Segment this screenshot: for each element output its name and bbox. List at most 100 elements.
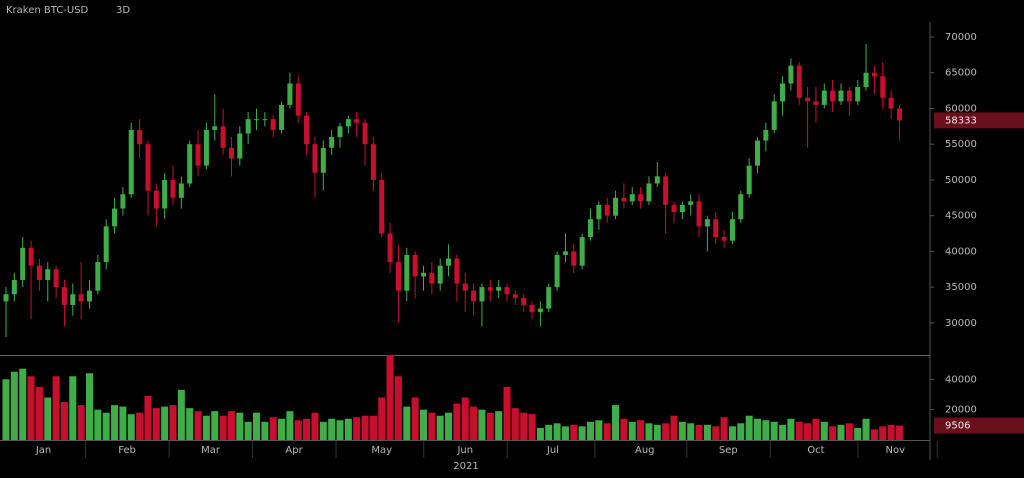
volume-bar	[269, 417, 277, 440]
volume-bar	[703, 424, 711, 440]
volume-bar	[102, 412, 110, 440]
y-tick-label: 55000	[945, 139, 977, 150]
volume-bar	[804, 423, 812, 440]
candle-body	[228, 147, 234, 159]
candle-body	[337, 126, 343, 138]
candle-body	[128, 129, 134, 195]
volume-bar	[311, 412, 319, 440]
volume-bar	[587, 421, 594, 440]
candle-body	[896, 108, 902, 121]
volume-bar	[503, 386, 511, 440]
candle-body	[554, 254, 560, 288]
candle-body	[813, 101, 819, 105]
candle-body	[220, 126, 226, 148]
volume-bar	[86, 373, 93, 440]
candle-body	[120, 194, 126, 209]
volume-bar	[862, 418, 870, 440]
volume-bar	[737, 423, 745, 440]
candle-body	[112, 208, 118, 227]
x-tick-label: Jun	[456, 445, 473, 456]
volume-bar	[69, 376, 77, 440]
volume-bar	[578, 426, 586, 440]
x-tick-label: Sep	[719, 445, 738, 456]
candle-body	[245, 119, 251, 134]
candle-body	[28, 247, 34, 266]
candle-body	[738, 194, 744, 220]
candle-body	[871, 72, 877, 77]
y-tick-label: 45000	[945, 211, 977, 222]
volume-bar	[136, 412, 144, 440]
volume-bar	[127, 414, 135, 440]
candle-body	[654, 176, 660, 184]
volume-bar	[244, 421, 252, 440]
volume-bar	[119, 406, 127, 440]
volume-bar	[511, 408, 519, 440]
candle-body	[237, 133, 243, 159]
candle-body	[471, 290, 477, 302]
volume-bar	[762, 420, 770, 440]
volume-bar	[436, 415, 444, 440]
volume-bar	[754, 418, 761, 440]
candle-body	[36, 265, 42, 280]
volume-bar	[486, 412, 494, 440]
candle-body	[170, 179, 176, 198]
candle-body	[596, 204, 602, 220]
candle-body	[320, 147, 326, 173]
volume-bar	[628, 421, 636, 440]
volume-bar	[787, 418, 795, 440]
volume-bar	[227, 411, 235, 440]
volume-bar	[152, 408, 160, 440]
candle-body	[446, 258, 452, 266]
volume-bar	[545, 424, 553, 440]
year-label: 2021	[453, 461, 478, 472]
candle-body	[771, 101, 777, 130]
candle-body	[137, 129, 143, 145]
candle-body	[679, 204, 685, 213]
candle-body	[178, 183, 184, 198]
candle-body	[195, 144, 201, 166]
volume-bar	[219, 415, 227, 440]
candle-body	[45, 269, 51, 280]
volume-bar	[620, 418, 628, 440]
volume-bar	[177, 389, 185, 440]
candle-body	[145, 144, 151, 191]
volume-tick-label: 20000	[945, 405, 977, 416]
candle-body	[588, 219, 593, 238]
candle-body	[354, 119, 360, 123]
volume-bar	[520, 412, 528, 440]
x-tick-label: May	[371, 445, 392, 456]
candle-body	[162, 179, 168, 209]
volume-bar	[712, 426, 720, 440]
x-tick-label: Aug	[635, 445, 655, 456]
volume-bar	[253, 412, 260, 440]
volume-bar	[720, 417, 728, 440]
candle-body	[746, 165, 752, 195]
volume-bar	[378, 397, 386, 440]
volume-bar	[2, 379, 10, 440]
volume-bar	[19, 368, 27, 440]
candle-body	[571, 251, 577, 266]
volume-bar	[645, 423, 653, 440]
volume-bar	[35, 386, 43, 440]
volume-bar	[44, 397, 52, 440]
last-volume-box	[934, 417, 1024, 434]
candle-body	[379, 179, 385, 234]
volume-bar	[278, 418, 286, 440]
candle-body	[504, 287, 510, 295]
volume-bar	[261, 421, 269, 440]
candle-body	[562, 251, 568, 255]
volume-bar	[779, 424, 787, 440]
candle-body	[295, 83, 301, 116]
candle-body	[663, 176, 669, 205]
x-tick-label: Jul	[546, 445, 559, 456]
volume-bar	[603, 423, 611, 440]
volume-bar	[695, 424, 703, 440]
volume-bar	[445, 412, 453, 440]
volume-bar	[687, 423, 695, 440]
candle-body	[713, 219, 719, 238]
candle-body	[287, 83, 293, 105]
candle-body	[638, 194, 644, 202]
volume-bar	[895, 425, 903, 440]
volume-bar	[528, 414, 536, 440]
